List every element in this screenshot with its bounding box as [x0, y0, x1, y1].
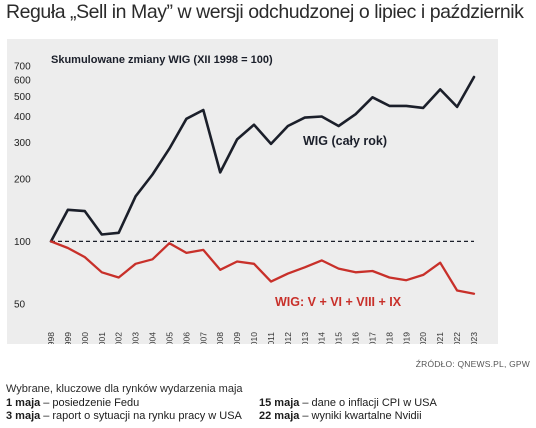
x-tick-label: 2003: [131, 332, 141, 344]
events-column-left: 1 maja – posiedzenie Fedu 3 maja – raport o …: [6, 397, 242, 424]
series-label-wig-months: WIG: V + VI + VIII + IX: [275, 295, 402, 309]
event-item: 15 maja – dane o inflacji CPI w USA: [259, 396, 437, 409]
y-axis: 50 100 200 300 400 500 600 700: [14, 62, 31, 311]
x-tick-label: 2011: [266, 332, 276, 344]
events-column-right: 15 maja – dane o inflacji CPI w USA 22 maj…: [259, 397, 437, 424]
event-item: 3 maja – raport o sytuacji na rynku pracy …: [6, 410, 242, 422]
event-text: posiedzenie Fedu: [52, 396, 140, 409]
series-line-wig: [49, 75, 476, 243]
event-date: 15 maja: [259, 396, 300, 409]
event-date: 22 maja: [259, 410, 300, 422]
x-tick-label: 2016: [351, 332, 361, 344]
x-tick-label: 2007: [198, 332, 208, 344]
x-tick-label: 2017: [368, 332, 378, 344]
x-tick-label: 1998: [46, 332, 56, 344]
chart-panel: 50 100 200 300 400 500 600 700 1998 1999 2000 2001…: [7, 39, 498, 344]
x-tick-label: 2023: [469, 332, 479, 344]
event-date: 1 maja: [6, 396, 41, 409]
x-tick-label: 2014: [317, 332, 327, 344]
y-tick-label: 100: [14, 237, 31, 248]
x-tick-label: 2020: [418, 332, 428, 344]
x-tick-label: 2018: [384, 332, 394, 344]
events-intro: Wybrane, kluczowe dla rynków wydarzenia …: [6, 383, 243, 395]
line-chart: 50 100 200 300 400 500 600 700 1998 1999 2000 2001…: [14, 54, 479, 344]
x-axis: 1998 1999 2000 2001 2002 2003 2004 2005 2006 2007…: [46, 332, 479, 344]
events-section: Wybrane, kluczowe dla rynków wydarzenia …: [6, 383, 534, 422]
x-tick-label: 2019: [401, 332, 411, 344]
x-tick-label: 2021: [435, 332, 445, 344]
x-tick-label: 2004: [148, 332, 158, 344]
event-text: dane o inflacji CPI w USA: [311, 396, 437, 409]
page-title: Reguła „Sell in May” w wersji odchudzone…: [6, 1, 524, 23]
series-label-wig: WIG (cały rok): [303, 134, 387, 148]
x-tick-label: 2002: [114, 332, 124, 344]
x-tick-label: 2005: [164, 332, 174, 344]
x-tick-label: 2015: [334, 332, 344, 344]
y-tick-label: 400: [14, 112, 31, 123]
series-group: [49, 75, 476, 295]
y-tick-label: 200: [14, 174, 31, 185]
x-tick-label: 2012: [283, 332, 293, 344]
x-tick-label: 2009: [232, 332, 242, 344]
series-line-wig-months: [49, 240, 476, 295]
y-tick-label: 50: [14, 299, 26, 310]
x-tick-label: 1999: [63, 332, 73, 344]
event-text: wyniki kwartalne Nvidii: [311, 410, 422, 422]
y-tick-label: 600: [14, 75, 31, 86]
source-note: ŹRÓDŁO: QNEWS.PL, GPW: [415, 359, 530, 369]
x-tick-label: 2000: [80, 332, 90, 344]
x-tick-label: 2001: [97, 332, 107, 344]
x-tick-label: 2008: [215, 332, 225, 344]
event-date: 3 maja: [6, 410, 41, 422]
chart-title: Skumulowane zmiany WIG (XII 1998 = 100): [51, 54, 273, 66]
event-item: 1 maja – posiedzenie Fedu: [6, 396, 140, 409]
x-tick-label: 2010: [249, 332, 259, 344]
y-tick-label: 700: [14, 62, 31, 73]
x-tick-label: 2013: [300, 332, 310, 344]
y-tick-label: 500: [14, 92, 31, 103]
x-tick-label: 2022: [452, 332, 462, 344]
event-item: 22 maja – wyniki kwartalne Nvidii: [259, 410, 422, 422]
x-tick-label: 2006: [181, 332, 191, 344]
y-tick-label: 300: [14, 138, 31, 149]
event-text: raport o sytuacji na rynku pracy w USA: [52, 410, 242, 422]
